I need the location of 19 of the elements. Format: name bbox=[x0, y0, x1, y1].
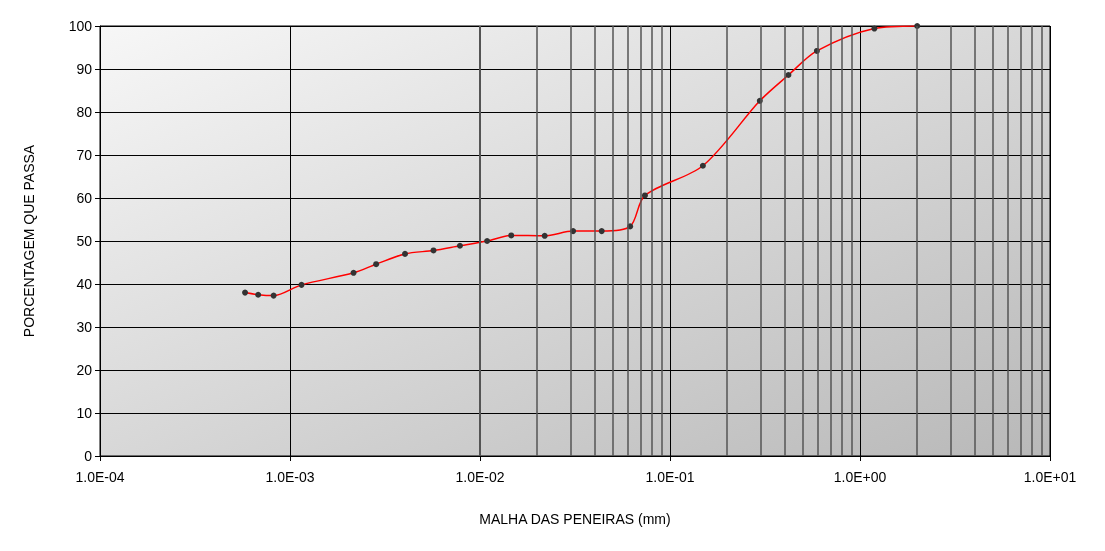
x-tick-label: 1.0E-04 bbox=[75, 469, 125, 485]
y-tick-label: 0 bbox=[84, 448, 93, 464]
y-tick-label: 60 bbox=[76, 190, 93, 206]
y-tick-label: 10 bbox=[76, 405, 93, 421]
y-tick-label: 40 bbox=[76, 276, 93, 292]
x-axis-title: MALHA DAS PENEIRAS (mm) bbox=[479, 511, 671, 527]
x-tick-label: 1.0E-03 bbox=[265, 469, 315, 485]
x-tick-label: 1.0E+00 bbox=[833, 469, 887, 485]
y-tick-label: 20 bbox=[76, 362, 93, 378]
y-axis-title: PORCENTAGEM QUE PASSA bbox=[21, 144, 37, 338]
y-tick-label: 30 bbox=[76, 319, 93, 335]
y-tick-label: 90 bbox=[76, 61, 93, 77]
y-tick-label: 70 bbox=[76, 147, 93, 163]
x-tick-label: 1.0E-02 bbox=[455, 469, 505, 485]
y-tick-label: 50 bbox=[76, 233, 93, 249]
y-tick-label: 100 bbox=[68, 18, 93, 34]
y-tick-label: 80 bbox=[76, 104, 93, 120]
x-tick-label: 1.0E-01 bbox=[645, 469, 695, 485]
x-tick-label: 1.0E+01 bbox=[1023, 469, 1077, 485]
